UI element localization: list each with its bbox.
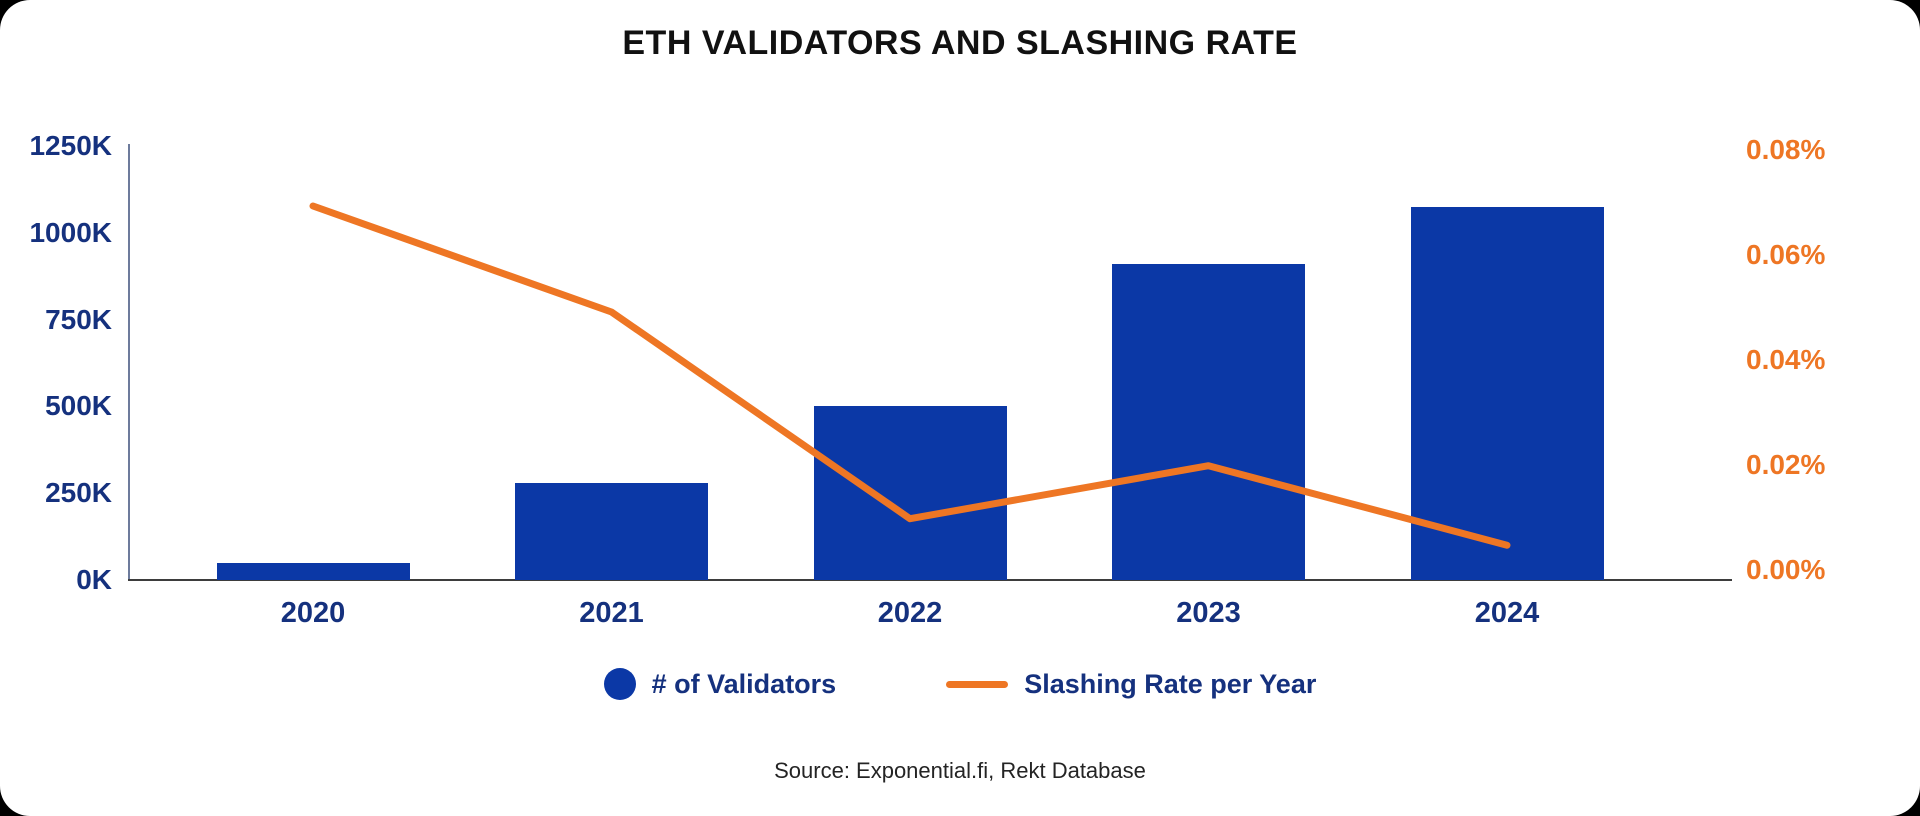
bar-2021	[515, 482, 708, 580]
x-axis-label-2023: 2023	[1176, 597, 1241, 629]
bar-2024	[1410, 206, 1604, 580]
right-axis-tick-0.02%: 0.02%	[1746, 449, 1826, 480]
chart-legend: # of Validators Slashing Rate per Year	[0, 668, 1920, 700]
left-axis-tick-1250K: 1250K	[29, 130, 112, 161]
bar-2020	[216, 562, 410, 580]
validators-dot-icon	[603, 668, 636, 700]
legend-item-validators: # of Validators	[603, 668, 837, 700]
left-axis-tick-750K: 750K	[45, 303, 112, 335]
left-axis-tick-500K: 500K	[45, 390, 112, 422]
x-axis-label-2024: 2024	[1474, 597, 1540, 629]
legend-label-validators: # of Validators	[651, 668, 837, 699]
bar-2023	[1112, 264, 1305, 580]
x-axis-label-2021: 2021	[579, 597, 644, 629]
legend-item-slashing-rate: Slashing Rate per Year	[946, 669, 1316, 700]
left-axis-tick-0K: 0K	[76, 564, 112, 595]
left-axis-tick-1000K: 1000K	[29, 216, 112, 248]
chart-title: ETH VALIDATORS AND SLASHING RATE	[622, 24, 1298, 62]
right-axis-tick-0.06%: 0.06%	[1746, 239, 1826, 270]
x-axis-label-2020: 2020	[280, 597, 346, 629]
right-axis-tick-0.00%: 0.00%	[1746, 554, 1826, 585]
left-axis-tick-250K: 250K	[45, 477, 112, 509]
x-axis-spine	[128, 579, 1732, 581]
left-axis-spine	[128, 144, 130, 581]
x-axis-label-2022: 2022	[877, 597, 943, 629]
right-axis-tick-0.04%: 0.04%	[1746, 344, 1826, 375]
right-axis-tick-0.08%: 0.08%	[1746, 134, 1826, 165]
source-caption: Source: Exponential.fi, Rekt Database	[774, 758, 1146, 783]
bar-2022	[813, 406, 1007, 580]
legend-label-slashing-rate: Slashing Rate per Year	[1024, 668, 1317, 699]
slashing-line-icon	[946, 680, 1009, 688]
